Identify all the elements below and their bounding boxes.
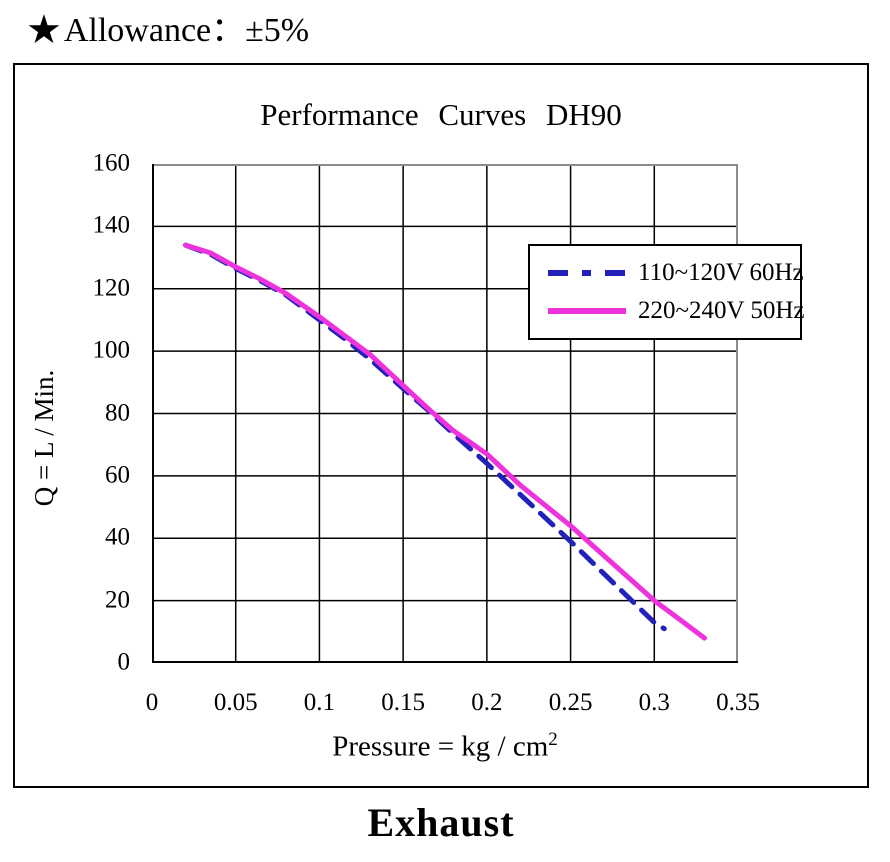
legend-label: 110~120V 60Hz xyxy=(638,259,804,287)
x-tick-label: 0.3 xyxy=(638,689,670,716)
x-tick-label: 0.35 xyxy=(716,689,760,716)
y-tick-label: 20 xyxy=(105,586,130,614)
y-tick-label: 40 xyxy=(105,523,130,551)
x-tick-label: 0.15 xyxy=(381,689,426,716)
x-tick-label: 0.1 xyxy=(303,689,336,716)
x-tick-label: 0.05 xyxy=(213,689,258,716)
legend-line-sample-solid xyxy=(548,307,626,314)
y-tick-label: 80 xyxy=(105,399,130,426)
legend-box: 110~120V 60Hz 220~240V 50Hz xyxy=(528,244,805,340)
legend-line-sample-dashed xyxy=(548,270,626,277)
x-axis-title-superscript: 2 xyxy=(548,729,558,750)
x-axis-title: Pressure = kg / cm2 xyxy=(152,729,738,764)
legend-label: 220~240V 50Hz xyxy=(638,296,805,324)
star-icon: ★ xyxy=(26,7,62,52)
y-tick-label: 0 xyxy=(117,648,131,676)
series-curve-solid xyxy=(183,242,707,641)
x-tick-label: 0.2 xyxy=(471,689,503,716)
y-axis-title: Q = L / Min. xyxy=(29,369,59,507)
legend-entry: 220~240V 50Hz xyxy=(544,297,805,325)
plot-area xyxy=(152,164,738,663)
y-tick-label: 140 xyxy=(92,211,131,239)
x-tick-label: 0 xyxy=(145,689,159,716)
allowance-note: ★Allowance：±5% xyxy=(26,2,309,53)
y-tick-label: 60 xyxy=(105,461,130,489)
y-tick-label: 120 xyxy=(92,274,131,302)
chart-title: Performance Curves DH90 xyxy=(260,97,622,132)
allowance-text: Allowance：±5% xyxy=(63,12,310,49)
y-tick-label: 160 xyxy=(92,149,131,177)
x-tick-label: 0.25 xyxy=(548,689,593,716)
x-axis-title-text: Pressure = kg / cm xyxy=(332,730,549,763)
y-tick-label: 100 xyxy=(92,336,131,364)
footer-label: Exhaust xyxy=(367,800,515,845)
legend-entry: 110~120V 60Hz xyxy=(544,259,804,287)
